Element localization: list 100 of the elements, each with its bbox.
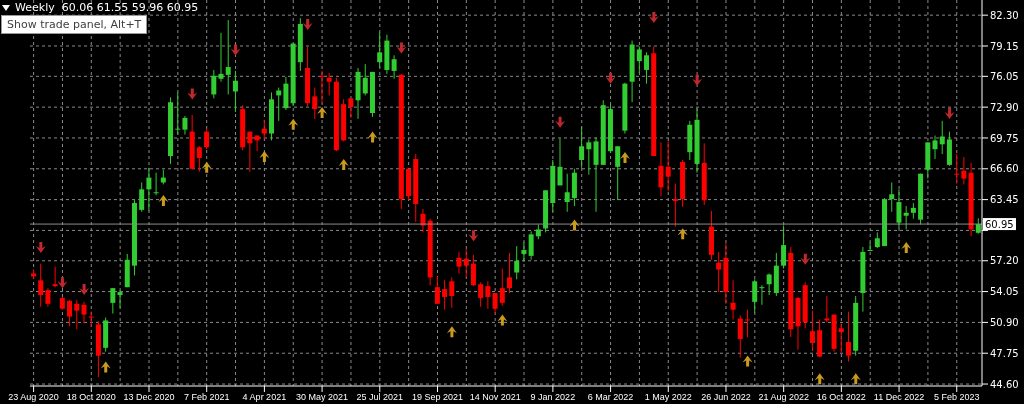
x-tick-label: 9 Jan 2022	[530, 392, 576, 403]
candlestick	[932, 135, 938, 160]
candlestick	[153, 172, 159, 196]
candlestick	[644, 51, 650, 85]
candlestick	[636, 45, 642, 74]
point	[605, 72, 616, 84]
candlestick	[903, 205, 909, 230]
x-tick-label: 23 Aug 2020	[8, 392, 59, 403]
point	[677, 228, 688, 240]
candlestick	[658, 141, 664, 197]
candlestick	[824, 295, 830, 323]
point	[158, 195, 169, 207]
x-tick-label: 7 Feb 2021	[183, 392, 230, 403]
point	[814, 373, 825, 385]
candlestick	[514, 245, 520, 280]
x-tick-label: 13 Dec 2020	[123, 392, 175, 403]
candlestick	[845, 311, 851, 363]
candlestick	[579, 126, 585, 169]
candlestick	[391, 54, 397, 80]
candlestick	[261, 119, 267, 140]
candlestick	[175, 91, 181, 136]
y-tick-label: 82.30	[990, 9, 1019, 21]
x-tick-label: 19 Sep 2021	[411, 392, 464, 403]
candlestick	[463, 248, 469, 278]
point	[302, 18, 313, 30]
candlestick	[954, 153, 960, 184]
candlestick	[478, 281, 484, 308]
x-tick-label: 11 Dec 2022	[873, 392, 925, 403]
candlestick	[507, 252, 512, 294]
candlestick	[766, 272, 772, 296]
candlestick	[67, 299, 73, 327]
candlestick	[319, 70, 325, 104]
x-tick-label: 26 Jun 2022	[701, 392, 751, 403]
point	[468, 230, 479, 242]
y-tick-label: 44.60	[990, 378, 1019, 390]
candlestick	[348, 97, 354, 119]
point	[230, 44, 241, 56]
candlestick	[528, 230, 534, 261]
candlestick	[745, 309, 750, 338]
chart-title: Weekly 60.06 61.55 59.96 60.95	[15, 1, 199, 14]
candlestick	[182, 115, 188, 136]
candlestick	[485, 280, 491, 310]
candlestick	[470, 254, 476, 287]
point	[742, 355, 753, 367]
point	[446, 326, 457, 338]
candlestick	[218, 32, 224, 83]
point	[100, 361, 111, 373]
candlestick	[759, 284, 765, 306]
point	[497, 314, 508, 326]
candlestick	[499, 268, 505, 307]
candlestick	[117, 289, 123, 309]
candlestick	[377, 32, 383, 69]
y-tick-label: 79.15	[990, 40, 1019, 52]
candlestick	[593, 136, 599, 213]
y-tick-label: 66.60	[990, 163, 1019, 175]
point	[79, 284, 90, 296]
candlestick	[615, 145, 621, 201]
x-tick-label: 25 Jul 2021	[356, 392, 404, 403]
y-tick-label: 69.75	[990, 132, 1019, 144]
candlestick	[196, 145, 202, 173]
x-tick-label: 6 Mar 2022	[587, 392, 634, 403]
candlestick	[809, 310, 815, 352]
candlestick	[456, 251, 462, 274]
point	[201, 161, 212, 173]
candlestick	[434, 275, 440, 305]
candlestick	[557, 137, 563, 186]
candlestick	[889, 181, 895, 213]
y-tick-label: 63.45	[990, 194, 1019, 206]
x-tick-label: 4 Apr 2021	[242, 392, 287, 403]
candlestick	[781, 225, 787, 270]
candlestick	[45, 287, 51, 308]
point	[569, 219, 580, 231]
candlestick	[312, 87, 318, 120]
candlestick	[564, 173, 570, 213]
annotation: Show trade panel, Alt+T	[1, 15, 148, 34]
point	[259, 151, 270, 163]
candlestick	[867, 241, 873, 252]
point	[338, 158, 349, 170]
candlestick	[81, 301, 87, 324]
point	[692, 74, 703, 86]
point	[187, 88, 198, 100]
x-tick-label: 18 Oct 2020	[66, 392, 116, 403]
x-tick-label: 30 May 2021	[296, 392, 349, 403]
ref-line-label: 60.95	[985, 219, 1014, 231]
y-tick-label: 72.90	[990, 101, 1019, 113]
point	[367, 131, 378, 143]
candlestick	[730, 279, 736, 320]
candlestick	[737, 315, 743, 359]
y-tick-label: 57.20	[990, 255, 1019, 267]
point	[901, 242, 912, 254]
candlestick	[139, 181, 145, 213]
candlestick	[672, 182, 678, 228]
candlestick	[362, 63, 368, 96]
candlestick	[492, 292, 498, 315]
point	[35, 242, 46, 254]
x-tick-label: 21 Aug 2022	[758, 392, 809, 403]
candlestick	[38, 263, 44, 308]
candlestick	[752, 278, 758, 314]
point	[317, 107, 328, 119]
candlestick	[225, 19, 231, 95]
